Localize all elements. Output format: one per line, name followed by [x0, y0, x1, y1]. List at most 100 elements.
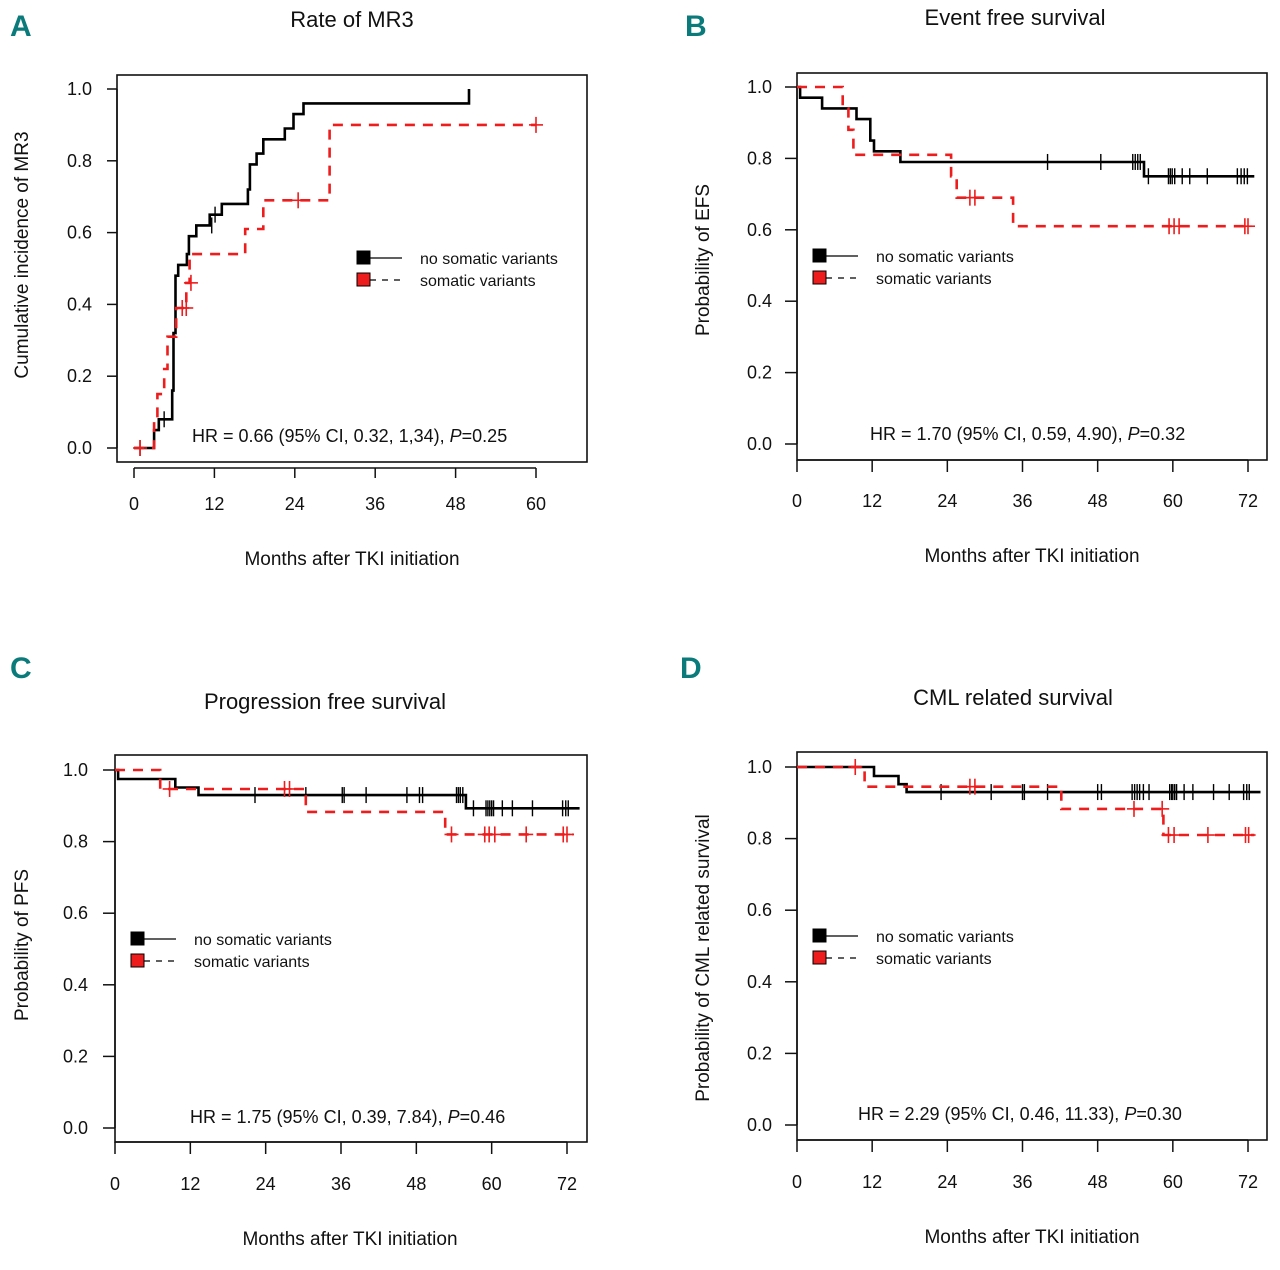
x-tick-label: 36 — [331, 1174, 351, 1194]
chart-title: Event free survival — [925, 5, 1106, 30]
y-tick-label: 0.2 — [747, 1043, 772, 1063]
y-tick-label: 0.6 — [747, 220, 772, 240]
x-tick-label: 48 — [1088, 491, 1108, 511]
hr-prefix: HR = 0.66 (95% CI, 0.32, 1,34), — [192, 426, 450, 446]
y-axis-label: Probability of PFS — [12, 869, 33, 1021]
series-line-no-somatic — [134, 89, 471, 450]
x-tick-label: 12 — [862, 491, 882, 511]
x-axis-label: Months after TKI initiation — [242, 1229, 457, 1250]
plot-frame — [116, 74, 588, 463]
legend-label-somatic: somatic variants — [420, 273, 536, 290]
y-tick-label: 0.0 — [747, 434, 772, 454]
series-line-somatic — [797, 85, 1248, 228]
y-tick-label: 0.8 — [63, 832, 88, 852]
panel-b: B Event free survival 0 12 24 36 48 60 72 0.0 0.… — [685, 5, 1268, 567]
hr-annotation: HR = 1.75 (95% CI, 0.39, 7.84), P=0.46 — [190, 1107, 505, 1127]
legend: no somatic variants somatic variants — [812, 248, 1014, 288]
legend-swatch-somatic — [356, 272, 371, 287]
x-tick-label: 12 — [204, 494, 224, 514]
legend-label-no-somatic: no somatic variants — [876, 249, 1014, 266]
y-tick-label: 0.2 — [747, 363, 772, 383]
panel-d: D CML related survival 0 12 24 36 48 60 72 0.0 0… — [680, 652, 1268, 1248]
legend-swatch-somatic — [130, 953, 145, 968]
x-tick-label: 24 — [285, 494, 305, 514]
x-tick-label: 48 — [406, 1174, 426, 1194]
x-tick-label: 24 — [937, 1172, 957, 1192]
x-tick-label: 24 — [937, 491, 957, 511]
y-tick-label: 0.0 — [67, 438, 92, 458]
legend-label-somatic: somatic variants — [876, 271, 992, 288]
legend-swatch-somatic — [812, 950, 827, 965]
hr-p-symbol: P — [1124, 1104, 1136, 1124]
chart-title: Rate of MR3 — [290, 7, 414, 32]
series-line-somatic — [115, 768, 574, 836]
legend: no somatic variants somatic variants — [812, 928, 1014, 968]
hr-annotation: HR = 0.66 (95% CI, 0.32, 1,34), P=0.25 — [192, 426, 507, 446]
x-tick-label: 60 — [482, 1174, 502, 1194]
plot-frame — [796, 72, 1268, 461]
legend-swatch-no-somatic — [356, 250, 371, 265]
panel-letter: D — [680, 652, 702, 685]
x-tick-label: 12 — [862, 1172, 882, 1192]
hr-suffix: =0.25 — [462, 426, 508, 446]
plot-frame — [796, 751, 1268, 1141]
y-tick-label: 0.4 — [63, 975, 88, 995]
y-axis-label: Probability of EFS — [693, 184, 714, 336]
x-tick-label: 36 — [1012, 1172, 1032, 1192]
y-tick-label: 0.0 — [747, 1115, 772, 1135]
y-tick-label: 1.0 — [67, 79, 92, 99]
series-line-no-somatic — [115, 768, 580, 810]
hr-prefix: HR = 1.75 (95% CI, 0.39, 7.84), — [190, 1107, 448, 1127]
legend-label-no-somatic: no somatic variants — [194, 932, 332, 949]
series-line-no-somatic — [797, 765, 1261, 794]
panel-letter: C — [10, 652, 32, 685]
y-tick-label: 0.6 — [63, 903, 88, 923]
x-axis-label: Months after TKI initiation — [924, 546, 1139, 567]
panel-letter: B — [685, 10, 707, 43]
hr-p-symbol: P — [448, 1107, 460, 1127]
y-tick-label: 1.0 — [747, 757, 772, 777]
chart-title: Progression free survival — [204, 689, 446, 714]
x-tick-label: 60 — [526, 494, 546, 514]
hr-prefix: HR = 1.70 (95% CI, 0.59, 4.90), — [870, 424, 1128, 444]
chart-title: CML related survival — [913, 685, 1113, 710]
y-tick-label: 0.8 — [747, 148, 772, 168]
hr-prefix: HR = 2.29 (95% CI, 0.46, 11.33), — [858, 1104, 1124, 1124]
y-axis-label: Cumulative incidence of MR3 — [12, 131, 33, 378]
x-tick-label: 60 — [1163, 1172, 1183, 1192]
y-tick-label: 0.6 — [67, 223, 92, 243]
hr-annotation: HR = 2.29 (95% CI, 0.46, 11.33), P=0.30 — [858, 1104, 1182, 1124]
x-tick-label: 0 — [110, 1174, 120, 1194]
legend: no somatic variants somatic variants — [356, 250, 558, 290]
y-tick-label: 0.8 — [747, 829, 772, 849]
panel-letter: A — [10, 10, 32, 43]
panel-a: A Rate of MR3 0 12 24 36 48 60 0.0 0.2 0.4 0.6 0.8… — [10, 7, 588, 570]
legend-label-somatic: somatic variants — [876, 951, 992, 968]
series-line-somatic — [797, 765, 1255, 837]
y-axis-label: Probability of CML related survival — [693, 814, 714, 1102]
x-tick-label: 24 — [256, 1174, 276, 1194]
x-tick-label: 0 — [129, 494, 139, 514]
y-tick-label: 0.0 — [63, 1118, 88, 1138]
hr-suffix: =0.32 — [1140, 424, 1186, 444]
x-tick-label: 72 — [1238, 1172, 1258, 1192]
legend-label-no-somatic: no somatic variants — [876, 929, 1014, 946]
x-tick-label: 36 — [1012, 491, 1032, 511]
y-tick-label: 0.6 — [747, 900, 772, 920]
legend-label-somatic: somatic variants — [194, 954, 310, 971]
legend: no somatic variants somatic variants — [130, 931, 332, 971]
y-tick-label: 0.2 — [63, 1046, 88, 1066]
x-tick-label: 72 — [1238, 491, 1258, 511]
hr-p-symbol: P — [1128, 424, 1140, 444]
legend-label-no-somatic: no somatic variants — [420, 251, 558, 268]
legend-swatch-no-somatic — [130, 931, 145, 946]
x-tick-label: 36 — [365, 494, 385, 514]
y-tick-label: 0.2 — [67, 366, 92, 386]
legend-swatch-no-somatic — [812, 248, 827, 263]
panel-c: C Progression free survival 0 12 24 36 48 60 7… — [10, 652, 588, 1250]
x-tick-label: 48 — [1088, 1172, 1108, 1192]
series-line-no-somatic — [797, 85, 1255, 178]
y-tick-label: 0.4 — [747, 972, 772, 992]
x-tick-label: 0 — [792, 1172, 802, 1192]
